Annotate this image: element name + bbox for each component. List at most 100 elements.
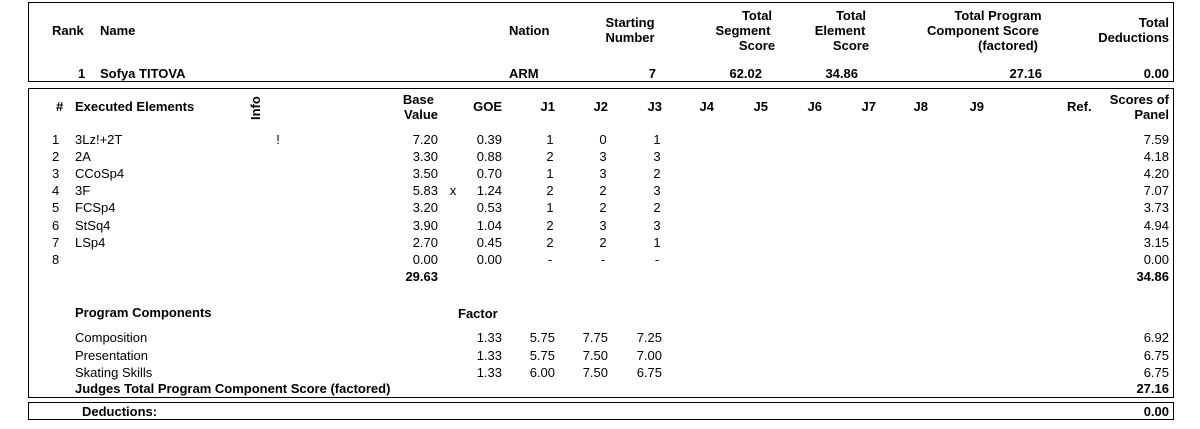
- goe-header: GOE: [473, 99, 502, 114]
- element-judge-2: -: [600, 251, 606, 267]
- component-panel-score: 6.75: [1143, 365, 1169, 380]
- component-factor: 1.33: [476, 347, 502, 363]
- element-base-value: 3.50: [412, 166, 438, 182]
- element-goe: 0.53: [476, 200, 502, 216]
- element-judge-2: 3: [599, 149, 607, 165]
- element-panel-score: 4.94: [1143, 217, 1169, 233]
- element-panel-score: 3.73: [1143, 200, 1169, 216]
- component-judge-3: 7.25: [636, 330, 662, 345]
- element-judge-2: 2: [599, 183, 607, 199]
- element-goe: 0.00: [476, 251, 502, 267]
- elements-box: [28, 88, 1174, 398]
- element-panel-score: 7.07: [1143, 183, 1169, 199]
- component-judge-3: 6.75: [636, 365, 662, 380]
- scores-of-panel-header: Scores of Panel: [1109, 92, 1169, 122]
- judge-header-9: J9: [969, 99, 984, 114]
- element-panel-score: 3.15: [1143, 234, 1169, 250]
- component-judge-3: 7.00: [636, 347, 662, 363]
- element-judge-1: 1: [546, 132, 554, 147]
- element-judge-2: 2: [599, 200, 607, 216]
- component-factor: 1.33: [476, 330, 502, 345]
- judge-header-6: J6: [807, 99, 822, 114]
- element-number: 1: [52, 132, 60, 147]
- component-name: Composition: [75, 330, 148, 345]
- component-judge-2: 7.50: [582, 347, 608, 363]
- element-judge-1: 1: [546, 166, 554, 182]
- base-value-total: 29.63: [405, 269, 438, 284]
- judge-header-8: J8: [913, 99, 928, 114]
- judge-header-1: J1: [540, 99, 555, 114]
- component-judge-1: 5.75: [529, 330, 555, 345]
- element-judge-1: -: [547, 251, 553, 267]
- element-goe: 0.39: [476, 132, 502, 147]
- element-base-value: 0.00: [412, 251, 438, 267]
- element-number: 6: [52, 217, 60, 233]
- element-goe: 0.70: [476, 166, 502, 182]
- element-panel-score: 4.18: [1143, 149, 1169, 165]
- component-panel-score: 6.75: [1143, 347, 1169, 363]
- component-name: Presentation: [75, 347, 148, 363]
- tss-header: Total Segment Score: [715, 8, 776, 53]
- deductions-value: 0.00: [1143, 404, 1169, 419]
- component-name: Skating Skills: [75, 365, 153, 380]
- factor-header: Factor: [458, 306, 498, 321]
- skater-pcs: 27.16: [1009, 66, 1042, 81]
- deductions-header: Total Deductions: [1098, 15, 1169, 45]
- element-base-value: 7.20: [412, 132, 438, 147]
- element-name: 2A: [75, 149, 91, 165]
- deductions-box: [28, 402, 1174, 420]
- element-goe: 1.04: [476, 217, 502, 233]
- tes-header: Total Element Score: [814, 8, 870, 53]
- element-name: FCSp4: [75, 200, 116, 216]
- element-judge-3: 2: [653, 166, 661, 182]
- base-value-header: Base Value: [402, 92, 438, 122]
- element-base-value: 5.83: [412, 183, 438, 199]
- executed-elements-header: Executed Elements: [75, 99, 195, 114]
- judge-header-7: J7: [861, 99, 876, 114]
- element-number: 2: [52, 149, 60, 165]
- element-goe: 0.88: [476, 149, 502, 165]
- element-judge-3: 3: [653, 183, 661, 199]
- num-header: #: [56, 99, 64, 114]
- element-panel-score: 7.59: [1143, 132, 1169, 147]
- element-judge-1: 2: [546, 234, 554, 250]
- judge-header-2: J2: [593, 99, 608, 114]
- element-judge-2: 3: [599, 217, 607, 233]
- judge-header-5: J5: [753, 99, 768, 114]
- component-judge-1: 5.75: [529, 347, 555, 363]
- component-factor: 1.33: [476, 365, 502, 380]
- pcs-header: Total Program Component Score (factored): [927, 8, 1042, 53]
- element-judge-1: 2: [546, 183, 554, 199]
- pcs-total-label: Judges Total Program Component Score (fa…: [75, 381, 391, 396]
- skater-summary-box: [28, 2, 1174, 82]
- skater-tss: 62.02: [729, 66, 762, 81]
- skater-name: Sofya TITOVA: [100, 66, 186, 81]
- ref-header: Ref.: [1067, 99, 1092, 114]
- element-judge-3: 3: [653, 217, 661, 233]
- component-panel-score: 6.92: [1143, 330, 1169, 345]
- element-judge-1: 2: [546, 217, 554, 233]
- element-number: 4: [52, 183, 60, 199]
- panel-score-total: 34.86: [1136, 269, 1169, 284]
- element-judge-3: -: [654, 251, 660, 267]
- element-judge-3: 1: [653, 234, 661, 250]
- info-header: Info: [248, 96, 263, 120]
- element-number: 5: [52, 200, 60, 216]
- element-judge-1: 1: [546, 200, 554, 216]
- nation-header: Nation: [509, 23, 550, 38]
- judge-header-4: J4: [699, 99, 714, 114]
- element-number: 8: [52, 251, 60, 267]
- element-judge-2: 2: [599, 234, 607, 250]
- element-name: LSp4: [75, 234, 106, 250]
- element-name: 3F: [75, 183, 91, 199]
- name-header: Name: [100, 23, 136, 38]
- component-judge-1: 6.00: [529, 365, 555, 380]
- element-judge-3: 1: [653, 132, 661, 147]
- element-number: 3: [52, 166, 60, 182]
- element-number: 7: [52, 234, 60, 250]
- starting-number-header: Starting Number: [605, 15, 655, 45]
- element-base-value: 3.90: [412, 217, 438, 233]
- element-base-value: 3.30: [412, 149, 438, 165]
- pcs-total-value: 27.16: [1136, 381, 1169, 396]
- element-base-value: 3.20: [412, 200, 438, 216]
